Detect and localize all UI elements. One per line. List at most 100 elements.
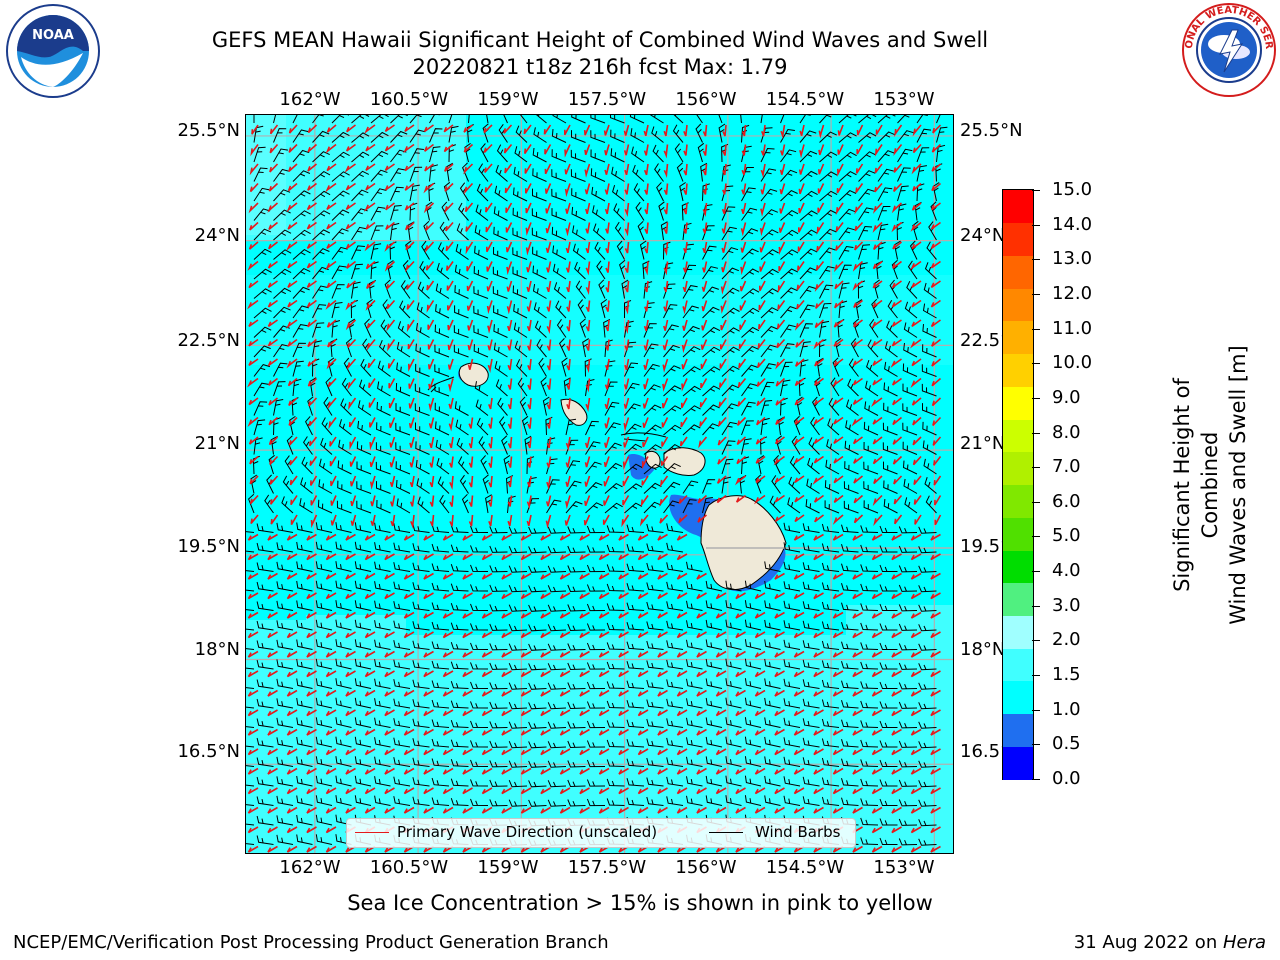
wind-barb [606, 798, 625, 806]
wave-direction-arrow [875, 124, 883, 135]
wind-barb [918, 799, 937, 807]
wave-direction-arrow [930, 670, 941, 678]
wave-direction-arrow [583, 124, 591, 136]
wind-barb [464, 142, 471, 163]
wave-direction-arrow [911, 397, 922, 406]
wave-direction-arrow [267, 202, 279, 213]
wind-barb [431, 563, 450, 572]
wind-barb [705, 600, 723, 611]
wind-barb [860, 817, 879, 826]
wave-direction-arrow [598, 533, 610, 541]
wind-barb [912, 220, 919, 241]
wind-barb [686, 600, 703, 611]
wave-direction-arrow [682, 300, 688, 315]
wave-direction-arrow [852, 436, 863, 445]
wave-direction-arrow [249, 475, 259, 485]
wind-barb [296, 600, 313, 611]
wave-direction-arrow [579, 845, 590, 853]
wave-direction-arrow [774, 748, 785, 756]
wave-direction-swatch [355, 832, 389, 833]
wave-direction-arrow [559, 689, 571, 697]
wind-barb [256, 776, 274, 787]
wave-direction-arrow [344, 163, 356, 173]
wind-barb [877, 187, 893, 202]
wind-barb [864, 401, 879, 416]
wave-direction-arrow [893, 182, 903, 192]
wind-barb [450, 525, 469, 533]
wave-direction-arrow [424, 241, 435, 254]
wind-barb [760, 147, 775, 163]
wave-direction-arrow [891, 728, 902, 736]
wave-direction-arrow [814, 280, 825, 293]
wave-direction-arrow [584, 183, 591, 195]
wind-barb [470, 681, 489, 689]
wind-barb [832, 357, 840, 377]
wind-barb [508, 799, 528, 807]
wave-direction-arrow [286, 709, 298, 717]
wind-barb [434, 324, 450, 338]
wind-barb [882, 442, 898, 455]
wave-direction-arrow [774, 767, 785, 775]
wave-direction-arrow [345, 631, 356, 639]
wind-barb [902, 441, 918, 455]
wind-barb [783, 659, 801, 670]
wave-direction-arrow [774, 611, 785, 619]
wind-barb [470, 759, 489, 767]
wind-barb [374, 776, 391, 787]
wind-barb [705, 697, 723, 709]
wave-direction-arrow [663, 261, 669, 276]
wave-direction-arrow [813, 377, 824, 386]
wave-direction-arrow [813, 338, 825, 350]
wave-direction-arrow [520, 553, 532, 561]
wind-barb [883, 480, 898, 494]
lat-label: 21°N [194, 433, 240, 454]
wind-barb [276, 659, 294, 670]
wind-barb [643, 463, 662, 475]
wave-direction-arrow [701, 319, 708, 331]
wind-barb [528, 780, 547, 788]
wave-direction-arrow [286, 689, 298, 697]
wave-direction-arrow [247, 533, 259, 541]
wave-direction-arrow [832, 689, 844, 697]
wind-barb [741, 167, 754, 182]
wave-direction-arrow [643, 378, 649, 390]
wave-direction-arrow [872, 260, 883, 270]
wind-barb [663, 283, 676, 299]
wave-direction-arrow [702, 163, 708, 176]
wave-direction-arrow [836, 183, 844, 194]
wind-barb [819, 115, 832, 124]
wave-direction-arrow [637, 533, 649, 541]
wave-direction-arrow [364, 572, 376, 580]
wave-direction-arrow [598, 611, 610, 619]
wind-barb [508, 526, 528, 534]
wave-direction-arrow [442, 767, 454, 775]
wave-direction-arrow [286, 319, 298, 329]
wind-barb [663, 304, 678, 319]
wind-barb [431, 602, 450, 611]
wind-barb [431, 738, 450, 748]
wind-barb [397, 321, 411, 338]
wave-direction-arrow [624, 163, 630, 176]
wave-direction-arrow [715, 728, 727, 736]
wind-barb [292, 129, 309, 143]
wind-barb [666, 796, 684, 806]
wave-direction-arrow [429, 456, 435, 468]
wave-direction-arrow [364, 611, 376, 619]
wind-barb [292, 342, 306, 358]
wind-barb [904, 301, 918, 319]
wind-barb [821, 718, 840, 728]
wave-direction-arrow [834, 280, 844, 290]
wind-barb [819, 209, 838, 221]
wave-direction-arrow [462, 806, 473, 814]
wave-direction-arrow [247, 260, 259, 271]
wave-direction-arrow [774, 631, 785, 639]
wind-barb [495, 379, 508, 397]
wind-barb [847, 378, 859, 397]
wind-barb [799, 130, 817, 143]
wind-barb [296, 522, 313, 533]
wave-direction-arrow [369, 417, 376, 428]
wind-barb [273, 399, 284, 416]
wave-direction-arrow [741, 183, 747, 195]
wave-direction-arrow [641, 456, 649, 470]
wind-barb [532, 168, 547, 182]
